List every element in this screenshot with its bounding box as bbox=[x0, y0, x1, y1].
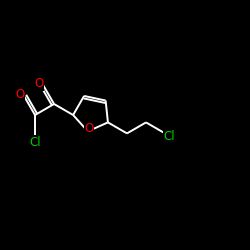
Text: Cl: Cl bbox=[29, 136, 41, 148]
Text: O: O bbox=[34, 77, 43, 90]
Text: Cl: Cl bbox=[163, 130, 175, 143]
Text: O: O bbox=[15, 88, 24, 101]
Text: O: O bbox=[84, 122, 94, 135]
